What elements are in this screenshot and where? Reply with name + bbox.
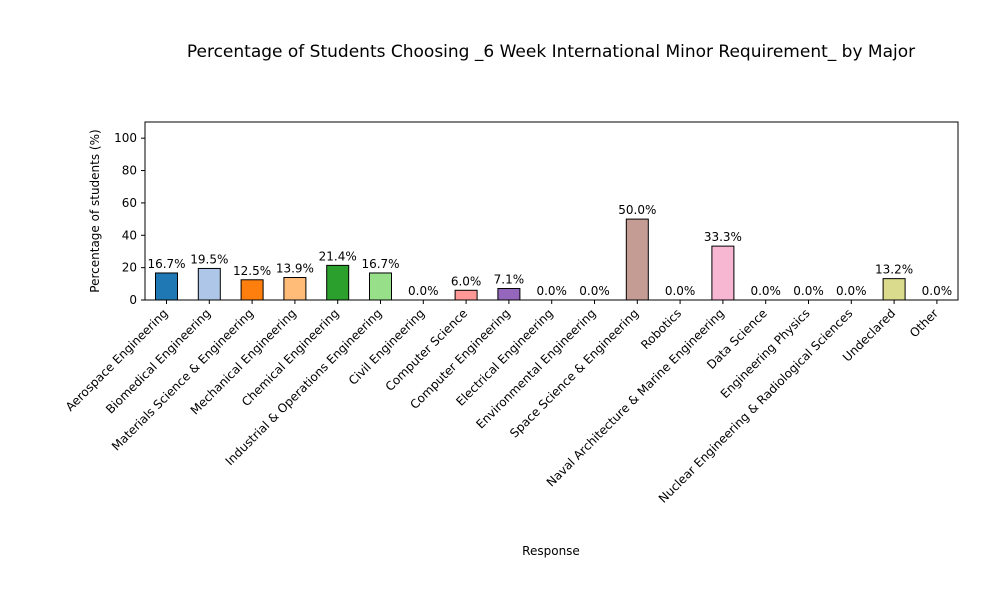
bars-group xyxy=(155,218,906,301)
chart-title: Percentage of Students Choosing _6 Week … xyxy=(187,42,915,62)
y-tick-label-2: 40 xyxy=(122,228,137,242)
bar-1 xyxy=(197,267,221,301)
x-axis-label: Response xyxy=(522,544,580,558)
bar-7 xyxy=(454,289,478,301)
bar-value-label-3: 13.9% xyxy=(276,262,314,276)
bar-value-label-11: 50.0% xyxy=(618,203,656,217)
bar-value-label-7: 6.0% xyxy=(451,274,482,288)
bar-13 xyxy=(711,245,735,301)
bar-3 xyxy=(283,277,307,301)
x-tick-label-18: Other xyxy=(907,306,941,340)
bar-value-label-16: 0.0% xyxy=(836,284,867,298)
y-axis-label: Percentage of students (%) xyxy=(88,129,102,292)
bar-value-label-1: 19.5% xyxy=(190,252,228,266)
bar-5 xyxy=(369,272,392,301)
y-tick-label-5: 100 xyxy=(114,131,137,145)
bar-value-label-9: 0.0% xyxy=(536,284,567,298)
bar-8 xyxy=(497,288,521,301)
y-tick-label-3: 60 xyxy=(122,196,137,210)
bar-value-label-8: 7.1% xyxy=(494,273,525,287)
bar-value-label-18: 0.0% xyxy=(922,284,953,298)
bar-0 xyxy=(155,272,178,301)
bar-labels-group: 16.7% 19.5% 12.5% 13.9% 21.4% 16.7% 0.0% 6.0% 7.… xyxy=(147,203,952,298)
x-tick-label-5: Industrial & Operations Engineering xyxy=(223,306,385,468)
y-axis: 0 20 40 60 80 100 xyxy=(114,131,145,307)
bar-value-label-4: 21.4% xyxy=(319,249,357,263)
x-tick-label-6: Civil Engineering xyxy=(346,306,428,388)
bar-value-label-13: 33.3% xyxy=(704,230,742,244)
bar-2 xyxy=(240,279,264,301)
y-tick-label-1: 20 xyxy=(122,261,137,275)
bar-value-label-10: 0.0% xyxy=(579,284,610,298)
bar-value-label-15: 0.0% xyxy=(793,284,824,298)
bar-value-label-6: 0.0% xyxy=(408,284,439,298)
bar-value-label-5: 16.7% xyxy=(361,257,399,271)
bar-17 xyxy=(882,278,906,301)
bar-11 xyxy=(625,218,649,301)
bar-value-label-12: 0.0% xyxy=(665,284,696,298)
bar-value-label-17: 13.2% xyxy=(875,263,913,277)
x-tick-label-7: Computer Science xyxy=(383,306,471,394)
y-tick-label-4: 80 xyxy=(122,164,137,178)
bar-4 xyxy=(326,264,350,301)
bar-value-label-14: 0.0% xyxy=(750,284,781,298)
y-tick-label-0: 0 xyxy=(129,293,137,307)
bar-value-label-2: 12.5% xyxy=(233,264,271,278)
bar-value-label-0: 16.7% xyxy=(147,257,185,271)
